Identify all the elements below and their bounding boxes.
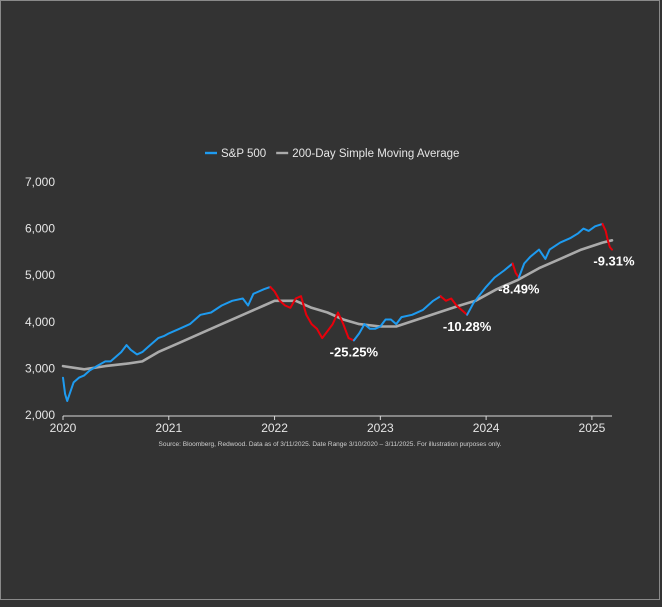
- sp500-segment: [466, 262, 514, 316]
- drawdown-label: -9.31%: [593, 254, 635, 269]
- x-tick-label: 2021: [155, 421, 182, 435]
- legend: S&P 500 200-Day Simple Moving Average: [205, 148, 459, 160]
- y-tick-label: 6,000: [25, 222, 55, 236]
- x-tick-label: 2025: [579, 421, 606, 435]
- sp500-segment: [517, 222, 604, 279]
- drawdown-label: -25.25%: [330, 344, 379, 359]
- series-group: [61, 222, 614, 402]
- y-tick-label: 5,000: [25, 268, 55, 282]
- drawdown-label: -10.28%: [443, 319, 492, 334]
- source-note: Source: Bloomberg, Redwood. Data as of 3…: [159, 441, 502, 448]
- y-tick-label: 7,000: [25, 175, 55, 189]
- x-tick-label: 2024: [473, 421, 500, 435]
- drawdown-segment: [511, 262, 520, 279]
- y-tick-label: 4,000: [25, 315, 55, 329]
- drawdown-label: -8.49%: [498, 282, 540, 297]
- y-tick-label: 2,000: [25, 408, 55, 422]
- sp500-segment: [352, 295, 442, 342]
- drawdown-segment: [269, 285, 355, 342]
- legend-label: 200-Day Simple Moving Average: [292, 148, 459, 160]
- drawdown-segment: [439, 295, 469, 316]
- drawdown-segment: [601, 222, 613, 251]
- y-tick-label: 3,000: [25, 361, 55, 375]
- x-tick-label: 2020: [50, 421, 77, 435]
- legend-label: S&P 500: [221, 148, 266, 160]
- x-tick-label: 2023: [367, 421, 394, 435]
- y-axis: 2,000 3,000 4,000 5,000 6,000 7,000: [25, 175, 55, 422]
- sp500-segment: [62, 285, 272, 402]
- x-axis: 2020 2021 2022 2023 2024 2025: [50, 415, 612, 435]
- x-tick-label: 2022: [261, 421, 288, 435]
- drawdown-labels: -25.25% -10.28% -8.49% -9.31%: [330, 254, 635, 360]
